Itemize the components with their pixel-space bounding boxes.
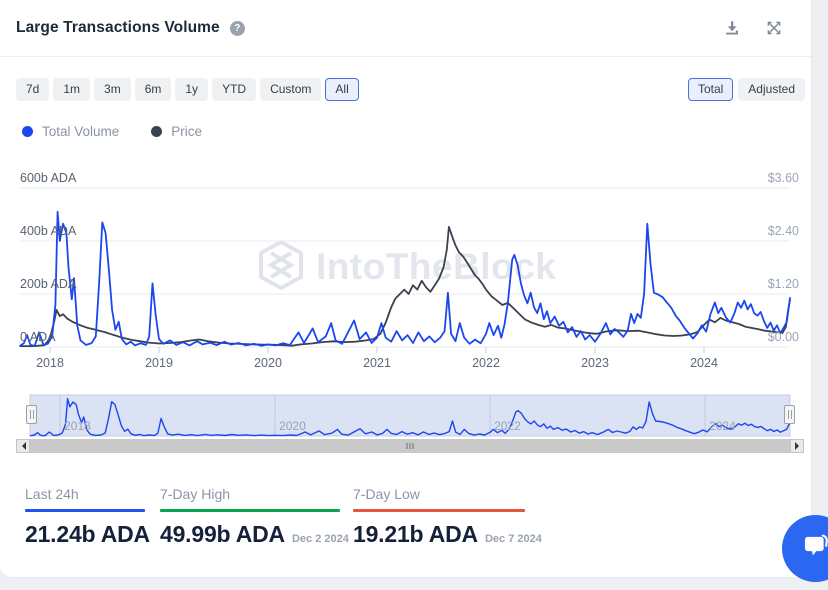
- legend-label: Total Volume: [42, 124, 120, 139]
- mode-button-total[interactable]: Total: [687, 78, 734, 101]
- expand-icon[interactable]: [765, 19, 783, 37]
- navigator-selected-area[interactable]: [29, 394, 791, 437]
- stat-last-24h: Last 24h 21.24b ADA: [25, 486, 150, 548]
- legend-item-price[interactable]: Price: [151, 124, 202, 139]
- y-axis-left-label: 600b ADA: [20, 171, 77, 185]
- navigator-label-2018: 2018: [64, 419, 91, 433]
- x-axis-label-2018: 2018: [36, 356, 64, 370]
- x-axis-label-2021: 2021: [363, 356, 391, 370]
- total-volume-line: [18, 210, 791, 347]
- watermark: IntoTheBlock: [258, 238, 556, 296]
- y-axis-left-label: 400b ADA: [20, 224, 77, 238]
- scrollbar-grip-icon[interactable]: [406, 443, 414, 449]
- legend-item-total-volume[interactable]: Total Volume: [22, 124, 119, 139]
- x-axis-label-2019: 2019: [145, 356, 173, 370]
- stat-value: 19.21b ADA: [353, 521, 478, 547]
- stat-underline: [353, 509, 525, 512]
- mode-button-adjusted[interactable]: Adjusted: [738, 78, 805, 101]
- range-button-3m[interactable]: 3m: [94, 78, 131, 101]
- range-button-custom[interactable]: Custom: [260, 78, 322, 101]
- range-button-group: 7d 1m 3m 6m 1y YTD Custom All: [16, 78, 359, 101]
- stat-value-row: 19.21b ADA Dec 7 2024: [353, 521, 542, 548]
- y-axis-right-label: $1.20: [767, 277, 799, 291]
- range-button-all[interactable]: All: [325, 78, 359, 101]
- chat-button[interactable]: [782, 515, 828, 582]
- y-axis-right-label: $2.40: [767, 224, 799, 238]
- stat-label: 7-Day High: [160, 486, 231, 502]
- download-icon[interactable]: [723, 19, 741, 37]
- navigator-handle-right[interactable]: [784, 405, 795, 424]
- stat-date: Dec 2 2024: [291, 533, 349, 545]
- stat-7-day-high: 7-Day High 49.99b ADA Dec 2 2024: [160, 486, 349, 548]
- x-axis-label-2022: 2022: [472, 356, 500, 370]
- header-actions: [723, 19, 783, 37]
- legend-label: Price: [171, 124, 203, 139]
- range-button-ytd[interactable]: YTD: [212, 78, 257, 101]
- stat-7-day-low: 7-Day Low 19.21b ADA Dec 7 2024: [353, 486, 542, 548]
- range-button-1y[interactable]: 1y: [175, 78, 209, 101]
- navigator-label-2024: 2024: [709, 419, 736, 433]
- scrollbar-right-arrow-icon[interactable]: [790, 439, 804, 453]
- chart-card: Large Transactions Volume ?: [0, 0, 812, 578]
- y-axis-right-label: $0.00: [767, 330, 799, 344]
- stat-date: Dec 7 2024: [484, 533, 542, 545]
- legend-dot-icon: [151, 126, 163, 137]
- y-axis-left-label: 200b ADA: [20, 277, 77, 291]
- legend-dot-icon: [22, 126, 33, 137]
- y-axis-right-label: $3.60: [767, 171, 799, 185]
- price-line: [19, 226, 791, 347]
- stat-value-row: 49.99b ADA Dec 2 2024: [160, 521, 349, 548]
- page-title: Large Transactions Volume: [16, 19, 220, 36]
- x-axis-label-2024: 2024: [690, 356, 718, 370]
- main-chart[interactable]: [0, 160, 812, 385]
- mode-button-group: Total Adjusted: [687, 78, 805, 101]
- scrollbar-track[interactable]: [30, 439, 790, 453]
- scrollbar: [16, 439, 804, 453]
- navigator-volume-line: [29, 398, 791, 437]
- chat-bubble-icon: [799, 529, 828, 568]
- help-icon[interactable]: ?: [229, 20, 245, 36]
- x-axis-label-2023: 2023: [581, 356, 609, 370]
- navigator-chart[interactable]: [0, 394, 812, 438]
- range-button-1m[interactable]: 1m: [53, 78, 91, 101]
- stat-value: 21.24b ADA: [25, 521, 150, 547]
- range-button-6m[interactable]: 6m: [134, 78, 172, 101]
- navigator-label-2020: 2020: [279, 419, 306, 433]
- x-axis-label-2020: 2020: [254, 356, 282, 370]
- stat-label: 7-Day Low: [353, 486, 420, 502]
- stat-value-row: 21.24b ADA: [25, 521, 150, 548]
- stat-underline: [25, 509, 145, 512]
- intotheblock-logo-icon: [258, 239, 304, 296]
- chart-legend: Total Volume Price: [22, 124, 202, 139]
- stat-value: 49.99b ADA: [160, 521, 285, 547]
- navigator-label-2022: 2022: [494, 419, 521, 433]
- scrollbar-left-arrow-icon[interactable]: [16, 439, 30, 453]
- header: Large Transactions Volume ?: [0, 0, 811, 57]
- watermark-text: IntoTheBlock: [316, 246, 557, 287]
- range-button-7d[interactable]: 7d: [16, 78, 50, 101]
- navigator-handle-left[interactable]: [26, 405, 37, 424]
- stat-label: Last 24h: [25, 486, 79, 502]
- stat-underline: [160, 509, 340, 512]
- y-axis-left-label: 0 ADA: [20, 330, 56, 344]
